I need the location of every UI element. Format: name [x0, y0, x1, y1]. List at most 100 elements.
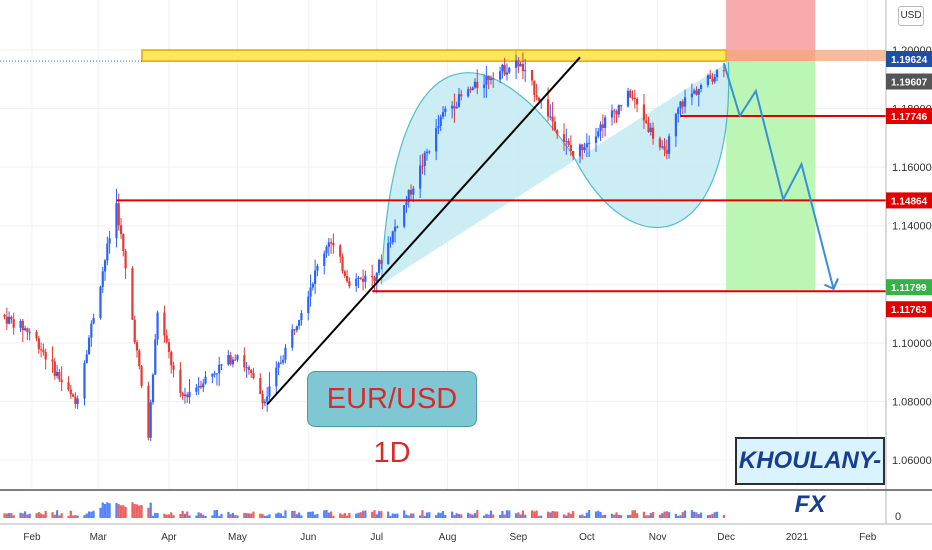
- volume-bar: [451, 511, 454, 518]
- candle-body: [594, 136, 598, 143]
- price-tick-label: 1.16000: [892, 162, 932, 174]
- volume-bar: [215, 510, 219, 518]
- candle-body: [85, 354, 88, 363]
- volume-bar: [279, 513, 282, 518]
- volume-bar: [393, 513, 397, 518]
- volume-bar: [323, 510, 326, 518]
- currency-label[interactable]: USD: [898, 6, 924, 26]
- candle-body: [327, 242, 330, 247]
- candle-body: [124, 251, 127, 269]
- candle-body: [12, 319, 15, 328]
- candle-body: [284, 347, 287, 360]
- volume-bar: [90, 511, 93, 518]
- candle-body: [423, 153, 426, 167]
- volume-bar: [119, 505, 123, 518]
- volume-bar: [441, 511, 445, 518]
- volume-bar: [309, 511, 312, 518]
- volume-bar: [35, 513, 38, 518]
- candle-body: [229, 355, 232, 365]
- candle-body: [19, 320, 22, 328]
- volume-bar: [261, 514, 264, 518]
- volume-bar: [578, 515, 582, 518]
- volume-bar: [266, 515, 269, 518]
- volume-tick-label: 0: [895, 511, 901, 523]
- candle-body: [588, 142, 591, 144]
- volume-bar: [677, 515, 680, 518]
- candle-body: [35, 331, 38, 339]
- volume-bar: [348, 512, 351, 518]
- volume-bar: [295, 514, 298, 518]
- candle-body: [55, 371, 59, 376]
- volume-bar: [151, 515, 155, 518]
- candle-body: [419, 165, 422, 189]
- volume-bar: [275, 513, 278, 518]
- volume-bar: [722, 515, 725, 518]
- volume-bar: [375, 514, 378, 518]
- volume-bar: [357, 512, 360, 518]
- candle-body: [599, 124, 602, 132]
- volume-bar: [599, 512, 602, 518]
- volume-bars: [3, 502, 725, 518]
- volume-bar: [106, 502, 109, 518]
- candle-body: [295, 325, 298, 331]
- candle-body: [316, 265, 319, 271]
- candle-body: [661, 146, 664, 148]
- volume-bar: [28, 513, 31, 518]
- volume-bar: [389, 515, 392, 518]
- volume-bar: [53, 514, 56, 518]
- candle-body: [519, 64, 522, 67]
- time-tick-label: Dec: [717, 532, 735, 543]
- volume-bar: [300, 515, 303, 518]
- candle-body: [403, 205, 406, 227]
- candle-body: [361, 278, 365, 282]
- volume-bar: [263, 515, 266, 518]
- candle-body: [291, 329, 294, 348]
- volume-bar: [706, 515, 709, 518]
- volume-bar: [681, 512, 684, 518]
- candle-body: [261, 393, 264, 404]
- volume-bar: [572, 511, 575, 518]
- volume-bar: [715, 511, 719, 518]
- volume-bar: [690, 510, 694, 518]
- volume-bar: [613, 514, 616, 518]
- volume-bar: [291, 510, 294, 518]
- volume-bar: [234, 515, 237, 518]
- volume-bar: [439, 512, 442, 518]
- candle-body: [359, 277, 362, 279]
- volume-bar: [42, 514, 45, 518]
- candle-body: [170, 351, 173, 366]
- volume-bar: [373, 510, 376, 518]
- candle-body: [373, 277, 376, 282]
- candle-body: [521, 64, 525, 72]
- candle-body: [492, 78, 495, 80]
- volume-bar: [298, 512, 301, 518]
- volume-bar: [314, 514, 317, 518]
- candle-body: [428, 151, 431, 153]
- volume-bar: [268, 514, 271, 518]
- volume-bar: [343, 513, 346, 518]
- candle-body: [76, 398, 79, 404]
- price-badge: [886, 51, 932, 68]
- candle-body: [252, 372, 255, 379]
- volume-bar: [361, 510, 365, 518]
- candle-body: [58, 371, 61, 380]
- volume-bar: [713, 512, 716, 518]
- volume-bar: [524, 514, 527, 518]
- volume-bar: [5, 513, 8, 518]
- candle-body: [179, 369, 182, 394]
- candle-body: [149, 402, 152, 438]
- volume-bar: [186, 511, 189, 518]
- overlay-lines: [116, 56, 886, 406]
- price-badge: [886, 108, 932, 125]
- candle-body: [551, 116, 554, 122]
- candle-body: [380, 259, 383, 264]
- candle-body: [231, 359, 235, 365]
- candle-body: [569, 144, 572, 152]
- volume-bar: [551, 510, 554, 518]
- volume-bar: [665, 511, 668, 518]
- volume-bar: [567, 512, 570, 518]
- candle-body: [631, 97, 634, 99]
- candle-body: [323, 253, 326, 266]
- volume-bar: [444, 514, 447, 518]
